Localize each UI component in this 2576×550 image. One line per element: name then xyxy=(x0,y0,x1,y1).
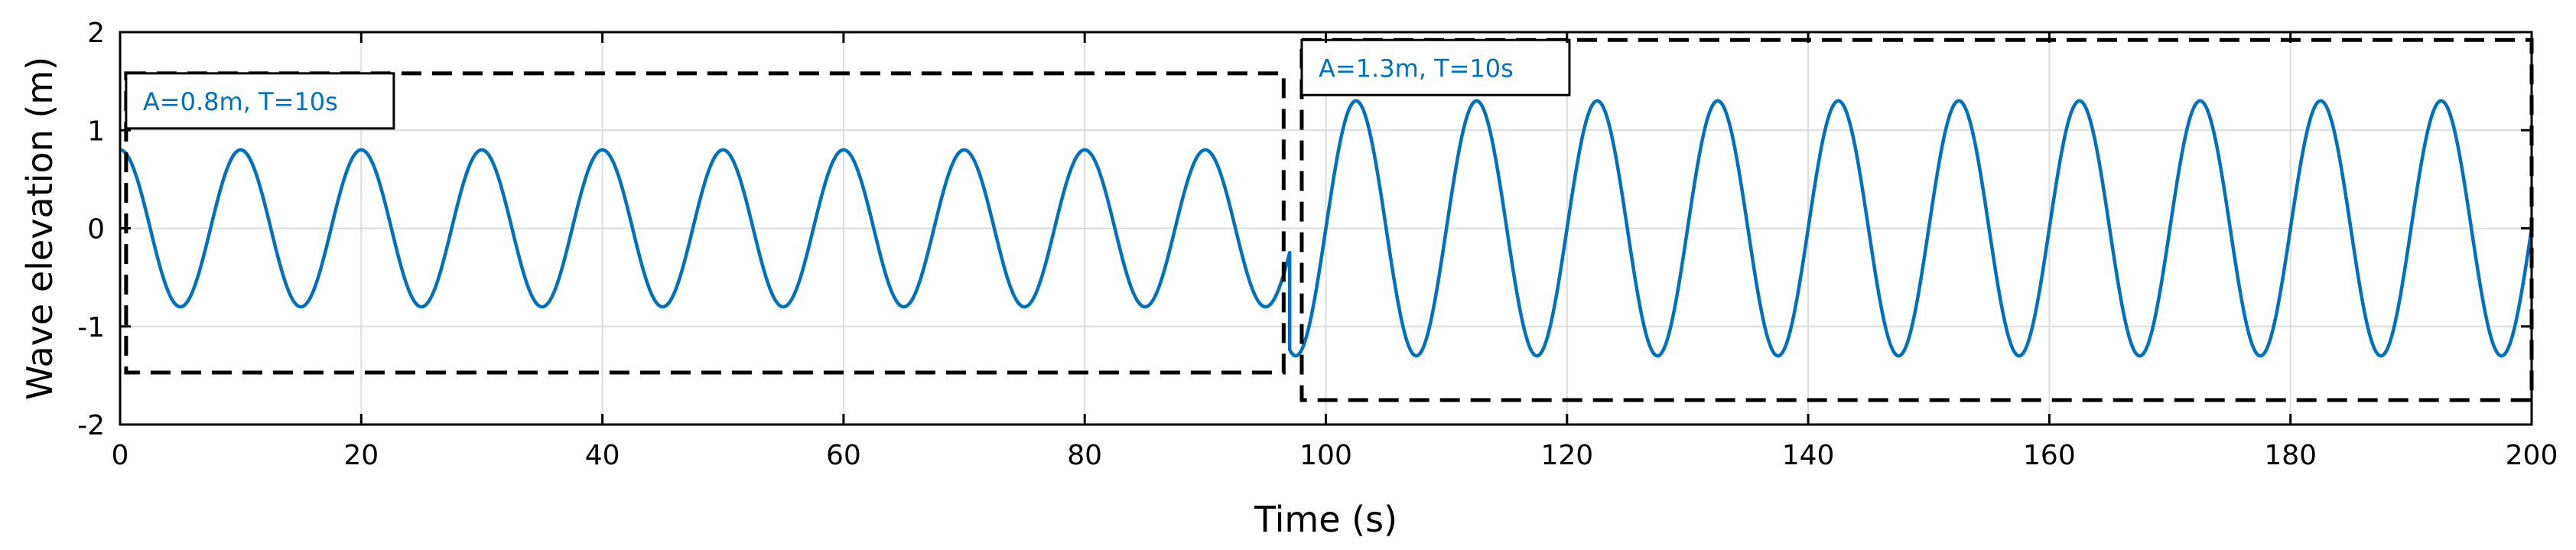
x-tick-label: 140 xyxy=(1782,440,1835,471)
wave-series xyxy=(119,99,2534,358)
y-axis-title: Wave elevation (m) xyxy=(19,57,60,400)
annotation-box-1 xyxy=(125,72,395,130)
annotation-label-2: A=1.3m, T=10s xyxy=(1319,54,1514,83)
y-tick-label: 1 xyxy=(87,116,105,147)
x-tick-label: 200 xyxy=(2506,440,2558,471)
x-axis-ticks: 0 20 40 60 80 100 120 140 160 180 200 xyxy=(112,32,2558,471)
annotation-region-1 xyxy=(124,71,1286,375)
x-tick-label: 120 xyxy=(1540,440,1593,471)
annotation-box-2 xyxy=(1300,38,1571,96)
x-tick-label: 100 xyxy=(1299,440,1352,471)
x-axis-title: Time (s) xyxy=(1254,499,1397,540)
x-tick-label: 60 xyxy=(826,440,861,471)
y-tick-label: -2 xyxy=(77,410,105,441)
annotation-label-1: A=0.8m, T=10s xyxy=(143,87,338,116)
x-tick-label: 80 xyxy=(1067,440,1102,471)
x-tick-label: 0 xyxy=(112,440,129,471)
x-tick-label: 20 xyxy=(343,440,379,471)
y-tick-label: -1 xyxy=(77,312,105,343)
y-tick-label: 0 xyxy=(87,214,105,246)
annotations: A=0.8m, T=10s A=1.3m, T=10s xyxy=(124,37,2534,402)
x-tick-label: 40 xyxy=(585,440,620,471)
x-tick-label: 160 xyxy=(2023,440,2076,471)
y-axis-ticks: -2 -1 0 1 2 xyxy=(77,18,2532,441)
wave-line xyxy=(119,99,2534,358)
y-tick-label: 2 xyxy=(87,18,105,49)
x-tick-label: 180 xyxy=(2264,440,2317,471)
